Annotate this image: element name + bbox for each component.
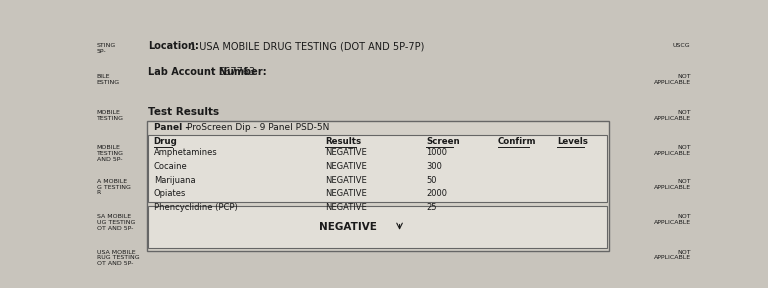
- Text: NOT
APPLICABLE: NOT APPLICABLE: [654, 250, 690, 260]
- Text: NEGATIVE: NEGATIVE: [325, 148, 367, 157]
- Text: 1 USA MOBILE DRUG TESTING (DOT AND 5P-7P): 1 USA MOBILE DRUG TESTING (DOT AND 5P-7P…: [190, 41, 425, 51]
- Text: 567763: 567763: [219, 67, 256, 77]
- Text: NOT
APPLICABLE: NOT APPLICABLE: [654, 179, 690, 190]
- Text: Panel -: Panel -: [154, 123, 189, 132]
- Text: ProScreen Dip - 9 Panel PSD-5N: ProScreen Dip - 9 Panel PSD-5N: [187, 123, 329, 132]
- Text: NEGATIVE: NEGATIVE: [325, 203, 367, 212]
- Text: NEGATIVE: NEGATIVE: [325, 162, 367, 171]
- Text: NEGATIVE: NEGATIVE: [325, 189, 367, 198]
- Text: Drug: Drug: [154, 137, 177, 145]
- Text: Lab Account Number:: Lab Account Number:: [148, 67, 267, 77]
- Text: USA MOBILE
RUG TESTING
OT AND 5P-: USA MOBILE RUG TESTING OT AND 5P-: [97, 250, 139, 266]
- Text: Amphetamines: Amphetamines: [154, 148, 217, 157]
- Text: STING
5P-: STING 5P-: [97, 43, 116, 54]
- Text: Phencyclidine (PCP): Phencyclidine (PCP): [154, 203, 237, 212]
- Text: Results: Results: [325, 137, 361, 145]
- Text: 1000: 1000: [426, 148, 447, 157]
- Text: BILE
ESTING: BILE ESTING: [97, 75, 120, 85]
- Text: 25: 25: [426, 203, 437, 212]
- Text: 300: 300: [426, 162, 442, 171]
- Text: NEGATIVE: NEGATIVE: [319, 222, 377, 232]
- Text: MOBILE
TESTING: MOBILE TESTING: [97, 110, 124, 121]
- Text: Levels: Levels: [558, 137, 588, 145]
- FancyBboxPatch shape: [147, 121, 609, 251]
- Text: USCG: USCG: [673, 43, 690, 48]
- FancyBboxPatch shape: [148, 206, 607, 248]
- Text: NEGATIVE: NEGATIVE: [325, 176, 367, 185]
- Text: NOT
APPLICABLE: NOT APPLICABLE: [654, 110, 690, 121]
- Text: Confirm: Confirm: [498, 137, 536, 145]
- Text: NOT
APPLICABLE: NOT APPLICABLE: [654, 214, 690, 225]
- Text: MOBILE
TESTING
AND 5P-: MOBILE TESTING AND 5P-: [97, 145, 124, 162]
- Text: Location:: Location:: [148, 41, 199, 51]
- Text: 2000: 2000: [426, 189, 447, 198]
- Text: Marijuana: Marijuana: [154, 176, 195, 185]
- Text: Cocaine: Cocaine: [154, 162, 187, 171]
- Text: NOT
APPLICABLE: NOT APPLICABLE: [654, 75, 690, 85]
- FancyBboxPatch shape: [148, 135, 607, 202]
- Text: Test Results: Test Results: [148, 107, 220, 117]
- Text: NOT
APPLICABLE: NOT APPLICABLE: [654, 145, 690, 156]
- Text: A MOBILE
G TESTING
R: A MOBILE G TESTING R: [97, 179, 131, 195]
- Text: SA MOBILE
UG TESTING
OT AND 5P-: SA MOBILE UG TESTING OT AND 5P-: [97, 214, 135, 231]
- Text: 50: 50: [426, 176, 437, 185]
- Text: Screen: Screen: [426, 137, 460, 145]
- Text: Opiates: Opiates: [154, 189, 186, 198]
